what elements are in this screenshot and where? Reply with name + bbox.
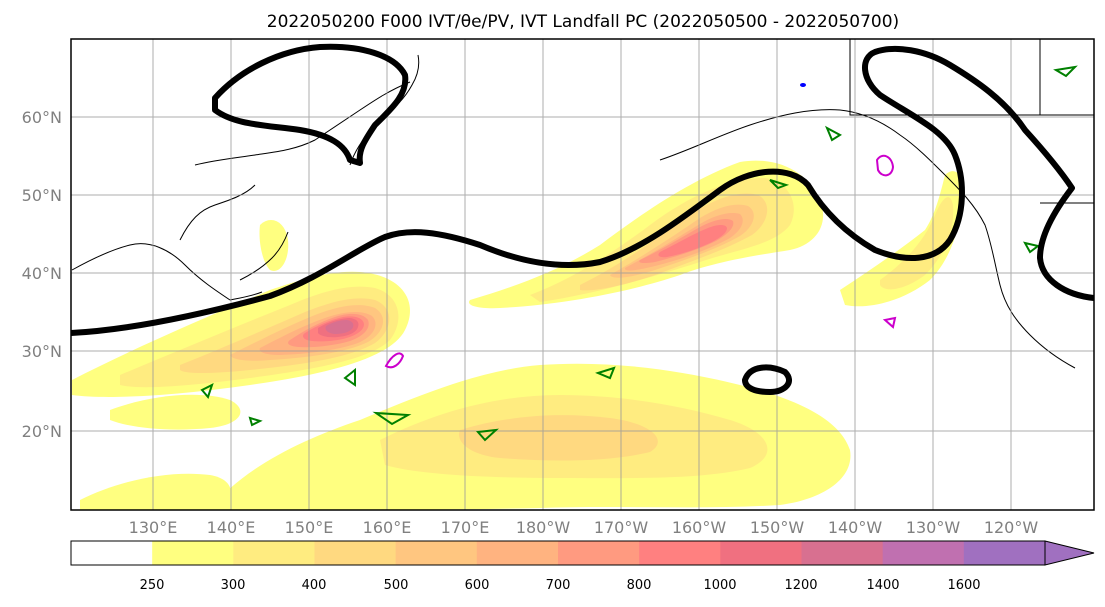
lon-label: 120°W — [984, 518, 1039, 537]
colorbar-tick-label: 800 — [627, 578, 652, 593]
colorbar-tick-label: 1000 — [703, 578, 736, 593]
colorbar-tick-label: 700 — [546, 578, 571, 593]
colorbar-tick-label: 1400 — [866, 578, 899, 593]
colorbar-tick-label: 1600 — [947, 578, 980, 593]
colorbar-segment — [395, 541, 478, 565]
pv-contours — [384, 154, 897, 369]
colorbar-extend-arrow — [1044, 540, 1095, 566]
pv-contour — [384, 352, 405, 369]
landfall-contour-small — [742, 364, 792, 395]
lat-label: 30°N — [22, 342, 62, 361]
colorbar-segment — [639, 541, 721, 565]
lon-label: 130°W — [906, 518, 961, 537]
coastline-layer — [71, 39, 1094, 369]
theta-e-contours — [200, 65, 1078, 442]
gridlines — [71, 39, 1094, 510]
theta-e-contour — [248, 416, 263, 427]
colorbar-tick-labels: 250 300 400 500 600 700 800 1000 1200 14… — [140, 578, 981, 593]
ivt-sw-patch-250 — [110, 394, 241, 430]
colorbar-segment — [963, 541, 1046, 565]
lon-label: 160°W — [672, 518, 727, 537]
map-frame — [70, 38, 1095, 511]
lon-label: 140°E — [207, 518, 256, 537]
ivt-fill-layer — [72, 160, 964, 510]
colorbar-segments — [71, 541, 1046, 565]
colorbar-segment — [720, 541, 802, 565]
lon-label: 170°W — [594, 518, 649, 537]
figure-title: 2022050200 F000 IVT/θe/PV, IVT Landfall … — [267, 12, 899, 32]
lon-label: 160°E — [363, 518, 412, 537]
colorbar-tick-label: 600 — [465, 578, 490, 593]
theta-e-contour — [343, 367, 356, 387]
theta-e-contour — [372, 411, 412, 426]
lon-labels: 130°E 140°E 150°E 160°E 170°E 180°W 170°… — [129, 518, 1039, 537]
colorbar-tick-label: 250 — [140, 578, 165, 593]
ivt-plume-west-1200 — [325, 320, 354, 334]
landfall-contour-main — [71, 45, 1094, 336]
ivt-southern-band-400 — [459, 415, 658, 461]
colorbar-segment — [314, 541, 397, 565]
lat-label: 20°N — [22, 422, 62, 441]
lon-label: 140°W — [828, 518, 883, 537]
colorbar-segment — [476, 541, 559, 565]
colorbar-tick-label: 300 — [221, 578, 246, 593]
colorbar: 250 300 400 500 600 700 800 1000 1200 14… — [70, 540, 1095, 593]
theta-e-contour — [769, 179, 790, 190]
pv-contour — [882, 316, 897, 329]
theta-e-contour — [595, 366, 616, 380]
map-panel — [70, 38, 1095, 511]
japan-coastline — [229, 231, 289, 301]
colorbar-segment — [152, 541, 234, 565]
lon-label: 130°E — [129, 518, 178, 537]
lon-label: 150°E — [285, 518, 334, 537]
ivt-japan-patch-250 — [259, 220, 289, 271]
lat-label: 60°N — [22, 108, 62, 127]
colorbar-segment — [882, 541, 965, 565]
colorbar-tick-label: 400 — [302, 578, 327, 593]
asia-coastline — [71, 81, 411, 301]
theta-e-contour — [200, 383, 214, 399]
theta-e-contour — [475, 428, 499, 442]
lon-label: 150°W — [750, 518, 805, 537]
landfall-contour-okhotsk — [212, 43, 409, 166]
colorbar-segment — [558, 541, 640, 565]
colorbar-segment — [801, 541, 884, 565]
colorbar-tick-label: 1200 — [784, 578, 817, 593]
ivt-southern-patch-250 — [80, 473, 231, 510]
ivt-plume-northeast-250 — [840, 171, 964, 307]
colorbar-frame — [70, 540, 1046, 566]
ivt-plume-central-800 — [658, 225, 727, 258]
colorbar-tick-label: 500 — [384, 578, 409, 593]
lon-label: 170°E — [441, 518, 490, 537]
theta-e-contour — [1023, 241, 1041, 254]
alaska-coastline — [659, 109, 946, 176]
lat-label: 40°N — [22, 264, 62, 283]
lat-labels: 60°N 50°N 40°N 30°N 20°N — [22, 108, 62, 441]
colorbar-segment — [233, 541, 315, 565]
lat-label: 50°N — [22, 186, 62, 205]
pv-contour — [875, 154, 895, 177]
theta-e-contour — [1053, 65, 1078, 78]
blue-contour-marker — [800, 83, 806, 87]
north-america-coastline — [944, 174, 1076, 369]
theta-e-contour — [824, 125, 842, 142]
colorbar-segment — [71, 541, 153, 565]
lon-label: 180°W — [516, 518, 571, 537]
landfall-pc-contours — [71, 43, 1094, 395]
ivt-plume-northeast-300 — [880, 197, 954, 290]
